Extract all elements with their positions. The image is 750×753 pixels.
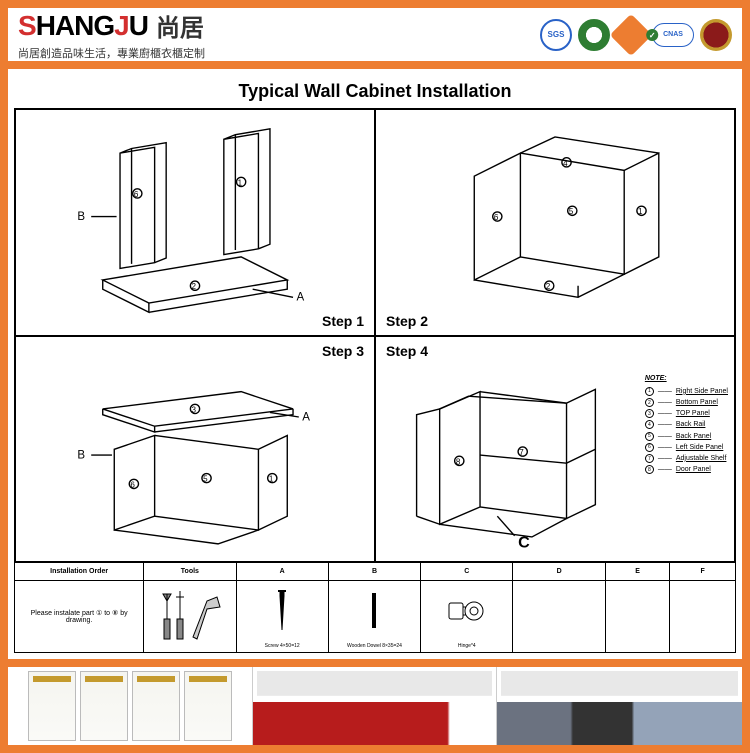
svg-text:B: B xyxy=(77,211,85,223)
svg-text:2: 2 xyxy=(192,282,197,291)
step4-label: Step 4 xyxy=(386,343,428,359)
sgs-badge-icon: SGS xyxy=(540,19,572,51)
svg-text:7: 7 xyxy=(519,448,524,457)
logo-chinese: 尚居 xyxy=(156,8,204,43)
th-f: F xyxy=(670,563,735,581)
svg-text:4: 4 xyxy=(563,159,568,168)
step2-diagram: 6 5 1 4 2 xyxy=(382,116,728,329)
kitchen-grey-photo xyxy=(497,667,742,745)
screw-icon xyxy=(237,581,328,640)
step3-diagram: 3 6 5 1 B A xyxy=(22,343,368,556)
order-text: Please instalate part ① to ⑧ by drawing. xyxy=(15,581,143,652)
diagram-title: Typical Wall Cabinet Installation xyxy=(14,75,736,108)
orange-cert-icon xyxy=(610,13,652,55)
certificates-panel xyxy=(8,667,253,745)
svg-text:1: 1 xyxy=(238,178,243,187)
header: SHANGJU 尚居 尚居創造品味生活，專業廚櫃衣櫃定制 SGS CNAS xyxy=(0,0,750,69)
svg-text:6: 6 xyxy=(130,480,135,489)
svg-text:1: 1 xyxy=(638,207,643,216)
th-tools: Tools xyxy=(144,563,235,581)
kitchen-red-photo xyxy=(253,667,498,745)
svg-text:A: A xyxy=(296,292,304,304)
step-1-cell: 6 1 2 B A Step 1 xyxy=(15,109,375,336)
step1-diagram: 6 1 2 B A xyxy=(22,116,368,329)
svg-text:C: C xyxy=(518,533,530,551)
cnas-badge-icon: CNAS xyxy=(652,23,694,47)
step-2-cell: 6 5 1 4 2 Step 2 xyxy=(375,109,735,336)
svg-text:B: B xyxy=(77,449,85,461)
logo: SHANGJU 尚居 尚居創造品味生活，專業廚櫃衣櫃定制 xyxy=(18,8,205,61)
svg-text:6: 6 xyxy=(494,213,499,222)
step-3-cell: 3 6 5 1 B A Step 3 xyxy=(15,336,375,563)
svg-text:1: 1 xyxy=(269,474,274,483)
svg-text:6: 6 xyxy=(134,190,139,199)
svg-text:8: 8 xyxy=(456,457,461,466)
th-d: D xyxy=(513,563,604,581)
svg-text:5: 5 xyxy=(569,207,574,216)
certification-badges: SGS CNAS xyxy=(540,19,732,51)
svg-text:3: 3 xyxy=(192,405,197,414)
steps-grid: 6 1 2 B A Step 1 6 5 xyxy=(14,108,736,563)
main-content: Typical Wall Cabinet Installation 6 1 2 … xyxy=(0,69,750,667)
svg-text:A: A xyxy=(302,411,310,423)
green-cert-icon xyxy=(578,19,610,51)
logo-tagline: 尚居創造品味生活，專業廚櫃衣櫃定制 xyxy=(18,45,205,61)
notes-legend: NOTE: 1——Right Side Panel 2——Bottom Pane… xyxy=(645,373,728,476)
step-4-cell: 8 7 C Step 4 NOTE: 1——Right Side Panel 2… xyxy=(375,336,735,563)
th-e: E xyxy=(606,563,670,581)
step1-label: Step 1 xyxy=(322,313,364,329)
hinge-icon xyxy=(421,581,512,640)
bureau-veritas-icon xyxy=(700,19,732,51)
tools-icons xyxy=(144,581,235,652)
th-b: B xyxy=(329,563,420,581)
step2-label: Step 2 xyxy=(386,313,428,329)
th-order: Installation Order xyxy=(15,563,143,581)
svg-text:5: 5 xyxy=(203,474,208,483)
logo-english: SHANGJU xyxy=(18,10,148,42)
footer-gallery xyxy=(0,667,750,753)
th-a: A xyxy=(237,563,328,581)
parts-table: Installation Order Please instalate part… xyxy=(14,563,736,653)
dowel-icon xyxy=(329,581,420,640)
svg-text:2: 2 xyxy=(546,282,551,291)
step3-label: Step 3 xyxy=(322,343,364,359)
th-c: C xyxy=(421,563,512,581)
